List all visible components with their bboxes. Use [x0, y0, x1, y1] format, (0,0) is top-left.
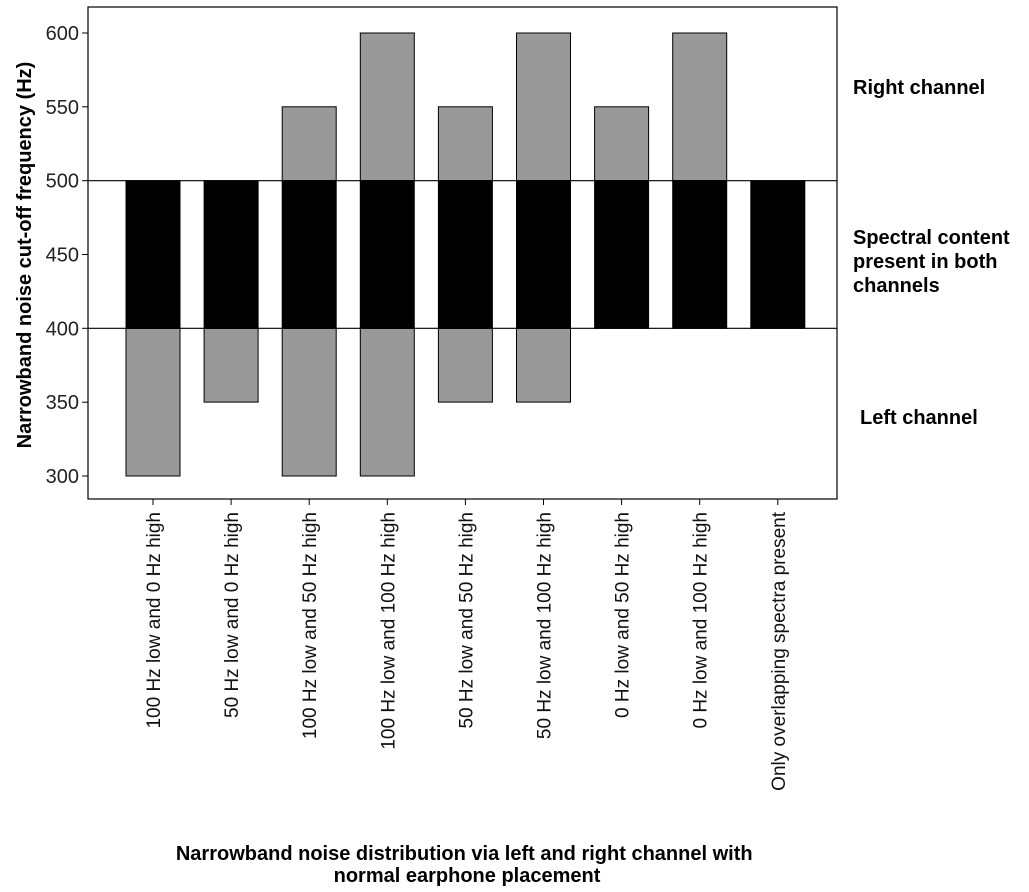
bar-left-2 [281, 327, 337, 477]
bar-left-4 [437, 327, 493, 403]
bar-right-2 [281, 106, 337, 182]
y-axis: 300 350 400 450 500 550 600 [46, 23, 88, 488]
bar-overlap-5 [516, 180, 571, 329]
bars-group [125, 32, 806, 477]
y-axis-title: Narrowband noise cut-off frequency (Hz) [14, 62, 36, 449]
y-tick-label-450: 450 [46, 245, 79, 267]
x-axis-title: Narrowband noise distribution via left a… [176, 843, 758, 887]
reference-lines [88, 180, 837, 329]
bar-right-6 [594, 106, 650, 182]
bar-left-3 [359, 327, 415, 477]
bar-overlap-6 [594, 180, 650, 329]
y-tick-label-350: 350 [46, 392, 79, 414]
x-category-label-4: 50 Hz low and 50 Hz high [456, 512, 477, 729]
annotation-right-channel: Right channel [853, 77, 985, 99]
annotation-left-channel: Left channel [860, 407, 978, 429]
bar-left-1 [203, 327, 259, 403]
x-category-label-2: 100 Hz low and 50 Hz high [300, 512, 321, 739]
bar-left-5 [516, 327, 571, 403]
x-category-label-1: 50 Hz low and 0 Hz high [222, 512, 243, 718]
x-category-label-6: 0 Hz low and 50 Hz high [613, 512, 634, 718]
y-tick-label-600: 600 [46, 23, 79, 45]
annotation-both-channels: Spectral content present in both channel… [853, 227, 1015, 297]
annotation-both-line-2: present in both [853, 251, 997, 273]
annotation-both-line-3: channels [853, 275, 940, 297]
bar-overlap-4 [437, 180, 493, 329]
bar-right-4 [437, 106, 493, 182]
x-category-label-0: 100 Hz low and 0 Hz high [144, 512, 165, 729]
x-axis-title-line-1: Narrowband noise distribution via left a… [176, 843, 753, 865]
x-category-label-8: Only overlapping spectra present [769, 511, 790, 791]
y-tick-label-400: 400 [46, 318, 79, 340]
bar-overlap-0 [125, 180, 181, 329]
bar-overlap-7 [672, 180, 728, 329]
x-axis-title-line-2: normal earphone placement [334, 865, 601, 887]
x-category-label-7: 0 Hz low and 100 Hz high [691, 512, 712, 729]
bar-overlap-2 [281, 180, 337, 329]
x-category-label-3: 100 Hz low and 100 Hz high [378, 512, 399, 750]
bar-overlap-3 [359, 180, 415, 329]
bar-left-0 [125, 327, 181, 477]
y-tick-label-550: 550 [46, 97, 79, 119]
x-axis-categories: 100 Hz low and 0 Hz high 50 Hz low and 0 … [144, 499, 790, 791]
y-tick-label-300: 300 [46, 466, 79, 488]
bar-overlap-1 [203, 180, 259, 329]
annotation-both-line-1: Spectral content [853, 227, 1010, 249]
y-tick-label-500: 500 [46, 171, 79, 193]
bar-right-3 [359, 32, 415, 182]
bar-overlap-8 [750, 180, 806, 329]
bar-right-5 [516, 32, 571, 182]
bar-right-7 [672, 32, 728, 182]
x-category-label-5: 50 Hz low and 100 Hz high [535, 512, 556, 739]
